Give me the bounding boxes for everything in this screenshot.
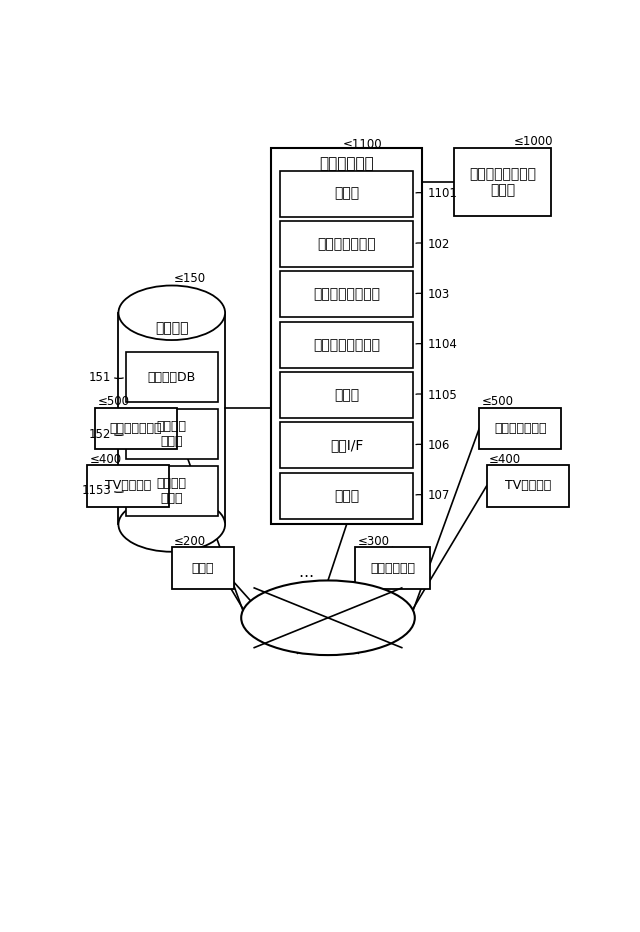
Text: レポート生成部: レポート生成部 (317, 237, 376, 251)
Text: 通信I/F: 通信I/F (330, 438, 364, 452)
Text: …: … (298, 565, 313, 580)
Text: 機器管理装置: 機器管理装置 (319, 156, 374, 171)
Bar (355, 547, 429, 589)
Text: ≤1000: ≤1000 (514, 135, 554, 148)
Text: 151: 151 (88, 371, 111, 384)
Ellipse shape (118, 497, 225, 552)
Ellipse shape (241, 581, 415, 655)
Text: 152: 152 (88, 428, 111, 441)
Text: 提供データ算出部: 提供データ算出部 (313, 287, 380, 301)
Text: ≤500: ≤500 (482, 395, 514, 408)
Bar (95, 407, 177, 449)
Bar (271, 148, 422, 525)
Bar (172, 547, 234, 589)
Bar (280, 271, 413, 318)
Bar (486, 465, 568, 507)
Bar (280, 322, 413, 368)
Text: TV会議端末: TV会議端末 (105, 479, 152, 492)
Text: メディアボード: メディアボード (109, 422, 162, 435)
Bar (126, 352, 218, 402)
Text: 107: 107 (428, 489, 449, 502)
Bar (479, 407, 561, 449)
Bar (126, 466, 218, 516)
Bar (280, 221, 413, 267)
Text: 1105: 1105 (428, 389, 457, 402)
Bar (280, 473, 413, 519)
Text: 入力部: 入力部 (334, 186, 359, 200)
Text: 1153: 1153 (81, 485, 111, 498)
Bar (280, 372, 413, 418)
Text: 1101: 1101 (428, 187, 457, 200)
Text: 記憶装置: 記憶装置 (155, 322, 189, 336)
Text: 会議履歴
データ: 会議履歴 データ (157, 477, 187, 505)
Bar (454, 148, 551, 216)
Text: 103: 103 (428, 288, 449, 301)
Text: 1104: 1104 (428, 338, 457, 351)
Text: TV会議端末: TV会議端末 (504, 479, 551, 492)
Text: 使用状況
データ: 使用状況 データ (157, 420, 187, 448)
Text: プロジェクタ: プロジェクタ (370, 562, 415, 575)
Text: ≤400: ≤400 (489, 453, 522, 466)
Text: ≤400: ≤400 (90, 453, 122, 466)
Bar (88, 465, 169, 507)
Text: ≤200: ≤200 (174, 535, 206, 548)
Bar (280, 422, 413, 469)
Text: ≤1100: ≤1100 (343, 138, 383, 151)
Text: 102: 102 (428, 238, 449, 251)
Bar (280, 171, 413, 217)
Text: ≤150: ≤150 (174, 272, 206, 285)
Text: ≤500: ≤500 (97, 395, 129, 408)
Text: アプリケーション
サーバ: アプリケーション サーバ (469, 167, 536, 197)
Text: 表示部: 表示部 (334, 488, 359, 502)
Text: 機器管理DB: 機器管理DB (148, 371, 196, 384)
Ellipse shape (118, 285, 225, 340)
Text: ≤300: ≤300 (358, 535, 390, 548)
Text: 共通データ取得部: 共通データ取得部 (313, 337, 380, 351)
Bar (126, 409, 218, 459)
Text: 106: 106 (428, 439, 449, 452)
Text: 収集部: 収集部 (334, 388, 359, 402)
Text: メディアボード: メディアボード (494, 422, 547, 435)
Text: 複合機: 複合機 (191, 562, 214, 575)
